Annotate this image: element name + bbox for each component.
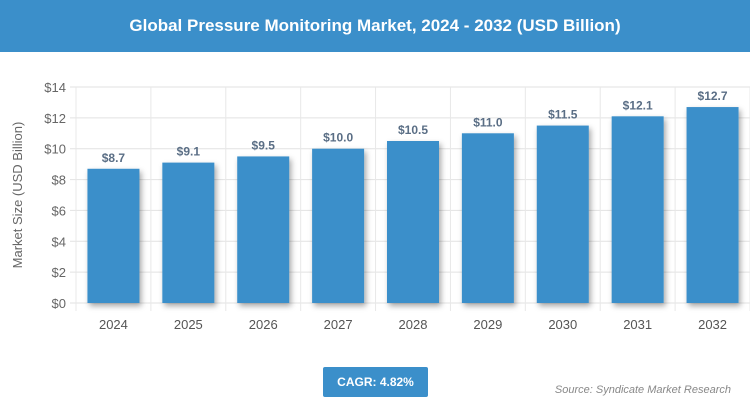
x-tick-label: 2032: [698, 317, 727, 332]
bar-2027: [312, 148, 365, 303]
y-tick-label: $12: [44, 111, 66, 126]
x-tick-label: 2026: [249, 317, 278, 332]
bar-2032: [686, 107, 739, 303]
chart-title: Global Pressure Monitoring Market, 2024 …: [0, 0, 750, 52]
data-label: $11.5: [548, 108, 578, 122]
source-note: Source: Syndicate Market Research: [554, 384, 731, 396]
data-label: $10.5: [398, 123, 428, 137]
data-label: $9.1: [177, 145, 201, 159]
data-label: $8.7: [102, 151, 126, 165]
bar-2029: [461, 133, 514, 303]
x-tick-label: 2030: [548, 317, 577, 332]
bar-2028: [387, 141, 439, 303]
bar-2031: [611, 116, 664, 303]
x-tick-label: 2031: [623, 317, 652, 332]
x-tick-label: 2024: [99, 317, 128, 332]
data-label: $10.0: [323, 131, 353, 145]
y-tick-label: $4: [52, 234, 66, 249]
y-tick-label: $14: [44, 80, 66, 95]
bar-2024: [87, 168, 140, 303]
y-tick-label: $10: [44, 142, 66, 157]
data-label: $12.1: [623, 98, 653, 112]
x-tick-label: 2025: [174, 317, 203, 332]
y-tick-label: $2: [52, 265, 66, 280]
data-label: $12.7: [698, 89, 728, 103]
y-tick-label: $6: [52, 203, 66, 218]
data-label: $9.5: [252, 138, 276, 152]
y-tick-label: $0: [52, 296, 66, 311]
x-tick-label: 2028: [399, 317, 428, 332]
y-axis-title: Market Size (USD Billion): [10, 122, 25, 269]
data-label: $11.0: [473, 115, 503, 129]
bar-2025: [162, 162, 215, 303]
bar-2026: [237, 156, 290, 303]
x-tick-label: 2027: [324, 317, 353, 332]
cagr-badge: CAGR: 4.82%: [323, 367, 428, 397]
bar-2030: [536, 125, 589, 303]
y-tick-label: $8: [52, 173, 66, 188]
x-tick-label: 2029: [473, 317, 502, 332]
